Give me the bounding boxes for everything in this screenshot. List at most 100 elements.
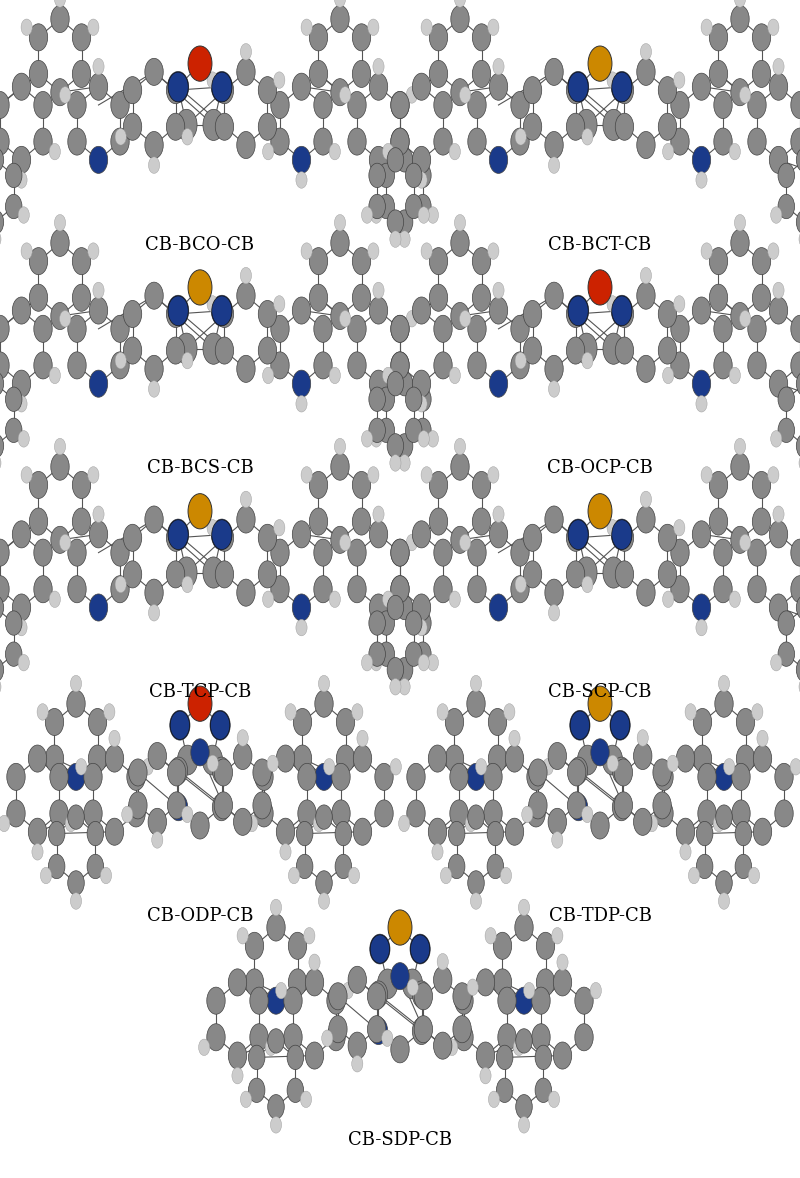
Circle shape xyxy=(68,805,84,829)
Circle shape xyxy=(567,519,589,550)
Circle shape xyxy=(21,19,32,35)
Circle shape xyxy=(716,871,732,895)
Circle shape xyxy=(309,954,320,971)
Circle shape xyxy=(248,1045,265,1070)
Circle shape xyxy=(459,535,470,551)
Circle shape xyxy=(527,800,546,827)
Circle shape xyxy=(88,744,106,772)
Circle shape xyxy=(294,708,312,735)
Circle shape xyxy=(549,157,560,173)
Circle shape xyxy=(331,303,349,330)
Circle shape xyxy=(434,92,452,119)
Circle shape xyxy=(72,471,90,498)
Circle shape xyxy=(448,854,465,879)
Circle shape xyxy=(316,805,332,829)
Circle shape xyxy=(68,92,86,119)
Circle shape xyxy=(70,893,82,909)
Circle shape xyxy=(611,296,633,326)
Circle shape xyxy=(348,92,366,119)
Circle shape xyxy=(414,1015,433,1043)
Circle shape xyxy=(421,243,432,259)
Circle shape xyxy=(310,60,328,87)
Circle shape xyxy=(390,352,409,379)
Circle shape xyxy=(472,471,490,498)
Circle shape xyxy=(770,297,788,324)
Circle shape xyxy=(734,0,746,7)
Circle shape xyxy=(240,267,251,284)
Circle shape xyxy=(378,164,394,187)
Circle shape xyxy=(310,247,328,274)
Circle shape xyxy=(123,524,142,551)
Circle shape xyxy=(453,1015,471,1043)
Circle shape xyxy=(294,744,312,772)
Circle shape xyxy=(390,455,401,471)
Circle shape xyxy=(176,333,197,364)
Circle shape xyxy=(84,800,102,827)
Circle shape xyxy=(246,815,258,832)
Circle shape xyxy=(166,524,185,551)
Circle shape xyxy=(336,744,354,772)
Circle shape xyxy=(446,708,464,735)
Circle shape xyxy=(752,60,770,87)
Circle shape xyxy=(730,591,741,608)
Circle shape xyxy=(736,708,754,735)
Circle shape xyxy=(352,471,370,498)
Circle shape xyxy=(450,591,461,608)
Circle shape xyxy=(468,805,484,829)
Circle shape xyxy=(370,73,388,100)
Circle shape xyxy=(206,1024,225,1051)
Circle shape xyxy=(549,380,560,397)
Circle shape xyxy=(378,969,398,999)
Circle shape xyxy=(566,300,585,327)
Circle shape xyxy=(434,1032,452,1059)
Circle shape xyxy=(215,113,234,140)
Circle shape xyxy=(354,819,372,846)
Circle shape xyxy=(637,580,655,607)
Circle shape xyxy=(390,576,409,603)
Circle shape xyxy=(318,893,330,909)
Circle shape xyxy=(87,854,104,879)
Circle shape xyxy=(258,77,277,104)
Circle shape xyxy=(523,524,542,551)
Circle shape xyxy=(352,24,370,51)
Circle shape xyxy=(166,113,185,140)
Circle shape xyxy=(298,800,316,827)
Circle shape xyxy=(518,1117,530,1133)
Circle shape xyxy=(12,594,30,621)
Circle shape xyxy=(432,843,443,860)
Circle shape xyxy=(215,337,234,364)
Circle shape xyxy=(468,92,486,119)
Circle shape xyxy=(576,110,597,140)
Circle shape xyxy=(111,316,130,343)
Circle shape xyxy=(575,1024,594,1051)
Circle shape xyxy=(509,730,520,747)
Circle shape xyxy=(796,371,800,396)
Circle shape xyxy=(182,576,193,593)
Circle shape xyxy=(421,466,432,483)
Circle shape xyxy=(522,806,533,822)
Circle shape xyxy=(90,521,108,548)
Circle shape xyxy=(390,679,401,695)
Circle shape xyxy=(106,744,124,772)
Circle shape xyxy=(418,655,430,671)
Circle shape xyxy=(567,759,586,786)
Circle shape xyxy=(796,595,800,620)
Circle shape xyxy=(304,927,315,944)
Circle shape xyxy=(334,438,346,455)
Circle shape xyxy=(454,1024,473,1051)
Circle shape xyxy=(701,466,712,483)
Circle shape xyxy=(334,214,346,231)
Circle shape xyxy=(40,867,51,884)
Circle shape xyxy=(258,337,277,364)
Circle shape xyxy=(692,146,710,173)
Circle shape xyxy=(692,370,710,397)
Circle shape xyxy=(488,466,499,483)
Circle shape xyxy=(701,19,712,35)
Circle shape xyxy=(126,311,138,327)
Circle shape xyxy=(123,77,142,104)
Circle shape xyxy=(215,300,234,327)
Circle shape xyxy=(434,128,452,155)
Circle shape xyxy=(658,77,677,104)
Circle shape xyxy=(270,1117,282,1133)
Circle shape xyxy=(387,210,404,234)
